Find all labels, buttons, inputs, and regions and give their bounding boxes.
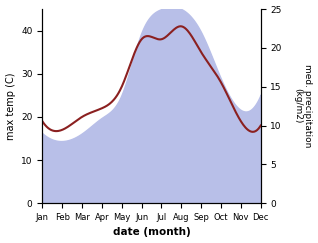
Y-axis label: max temp (C): max temp (C) bbox=[5, 72, 16, 140]
X-axis label: date (month): date (month) bbox=[113, 227, 190, 237]
Y-axis label: med. precipitation
(kg/m2): med. precipitation (kg/m2) bbox=[293, 64, 313, 148]
